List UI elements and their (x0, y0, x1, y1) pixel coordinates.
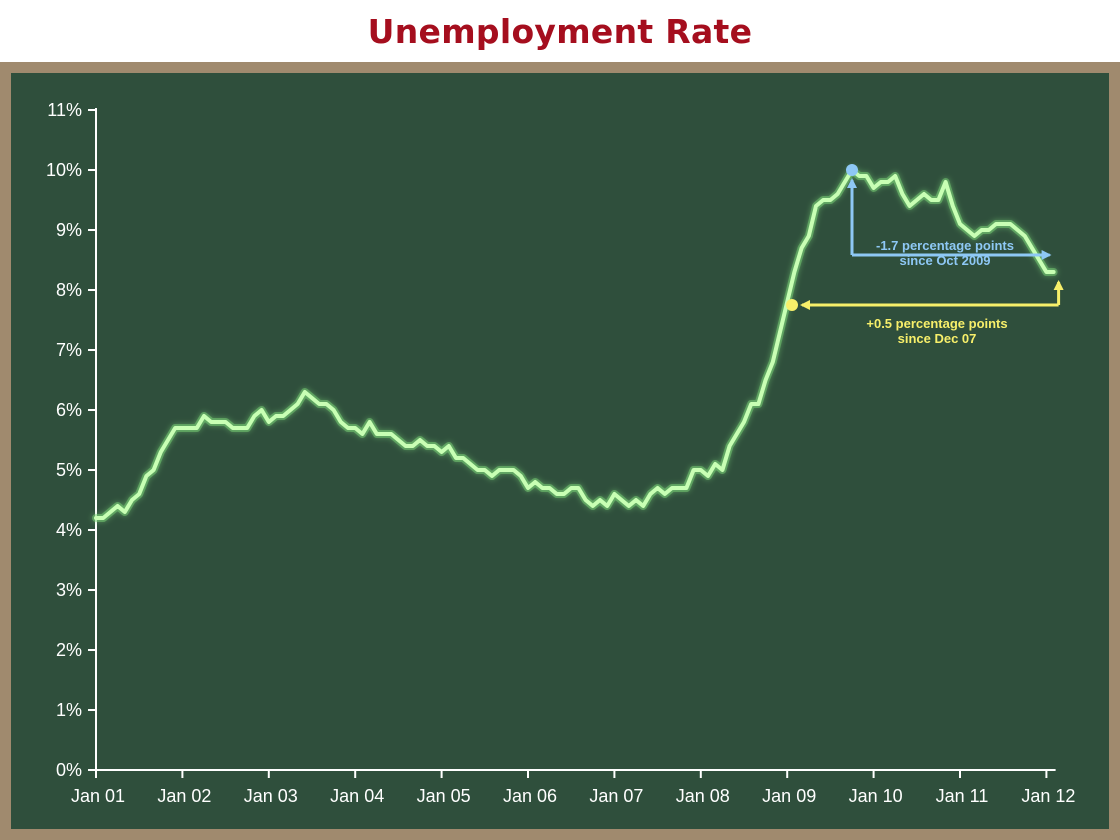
y-tick-label: 5% (56, 460, 82, 480)
series-layer (92, 166, 1058, 522)
x-tick-label: Jan 05 (417, 786, 471, 806)
y-tick-label: 3% (56, 580, 82, 600)
y-tick-label: 7% (56, 340, 82, 360)
axes: 0% 1% 2% 3% 4% 5% 6% 7% 8% 9% 10% 11% Jan 01 Jan 02 Ja… (46, 100, 1075, 806)
y-tick-label: 6% (56, 400, 82, 420)
x-tick-label: Jan 07 (589, 786, 643, 806)
blue-annotation-line2: since Oct 2009 (899, 253, 990, 268)
y-tick-label: 1% (56, 700, 82, 720)
y-tick-label: 11% (47, 100, 82, 120)
x-tick-label: Jan 11 (936, 786, 989, 806)
yellow-annotation-line1: +0.5 percentage points (866, 316, 1007, 331)
x-tick-label: Jan 08 (676, 786, 730, 806)
y-tick-label: 10% (46, 160, 82, 180)
x-tick-label: Jan 12 (1021, 786, 1075, 806)
y-tick-label: 8% (56, 280, 82, 300)
x-tick-label: Jan 01 (71, 786, 125, 806)
x-tick-label: Jan 10 (849, 786, 903, 806)
blue-annotation-line1: -1.7 percentage points (876, 238, 1014, 253)
x-tick-label: Jan 04 (330, 786, 384, 806)
y-tick-label: 0% (56, 760, 82, 780)
chalkboard (0, 62, 1120, 840)
blue-peak-marker (846, 164, 858, 176)
x-tick-label: Jan 03 (244, 786, 298, 806)
x-tick-label: Jan 06 (503, 786, 557, 806)
y-tick-label: 9% (56, 220, 82, 240)
x-tick-label: Jan 09 (762, 786, 816, 806)
y-tick-label: 4% (56, 520, 82, 540)
chart-title: Unemployment Rate (367, 12, 753, 51)
yellow-level-marker (786, 299, 798, 311)
x-tick-label: Jan 02 (157, 786, 211, 806)
series-line (94, 168, 1056, 520)
y-tick-label: 2% (56, 640, 82, 660)
yellow-annotation-line2: since Dec 07 (898, 331, 977, 346)
